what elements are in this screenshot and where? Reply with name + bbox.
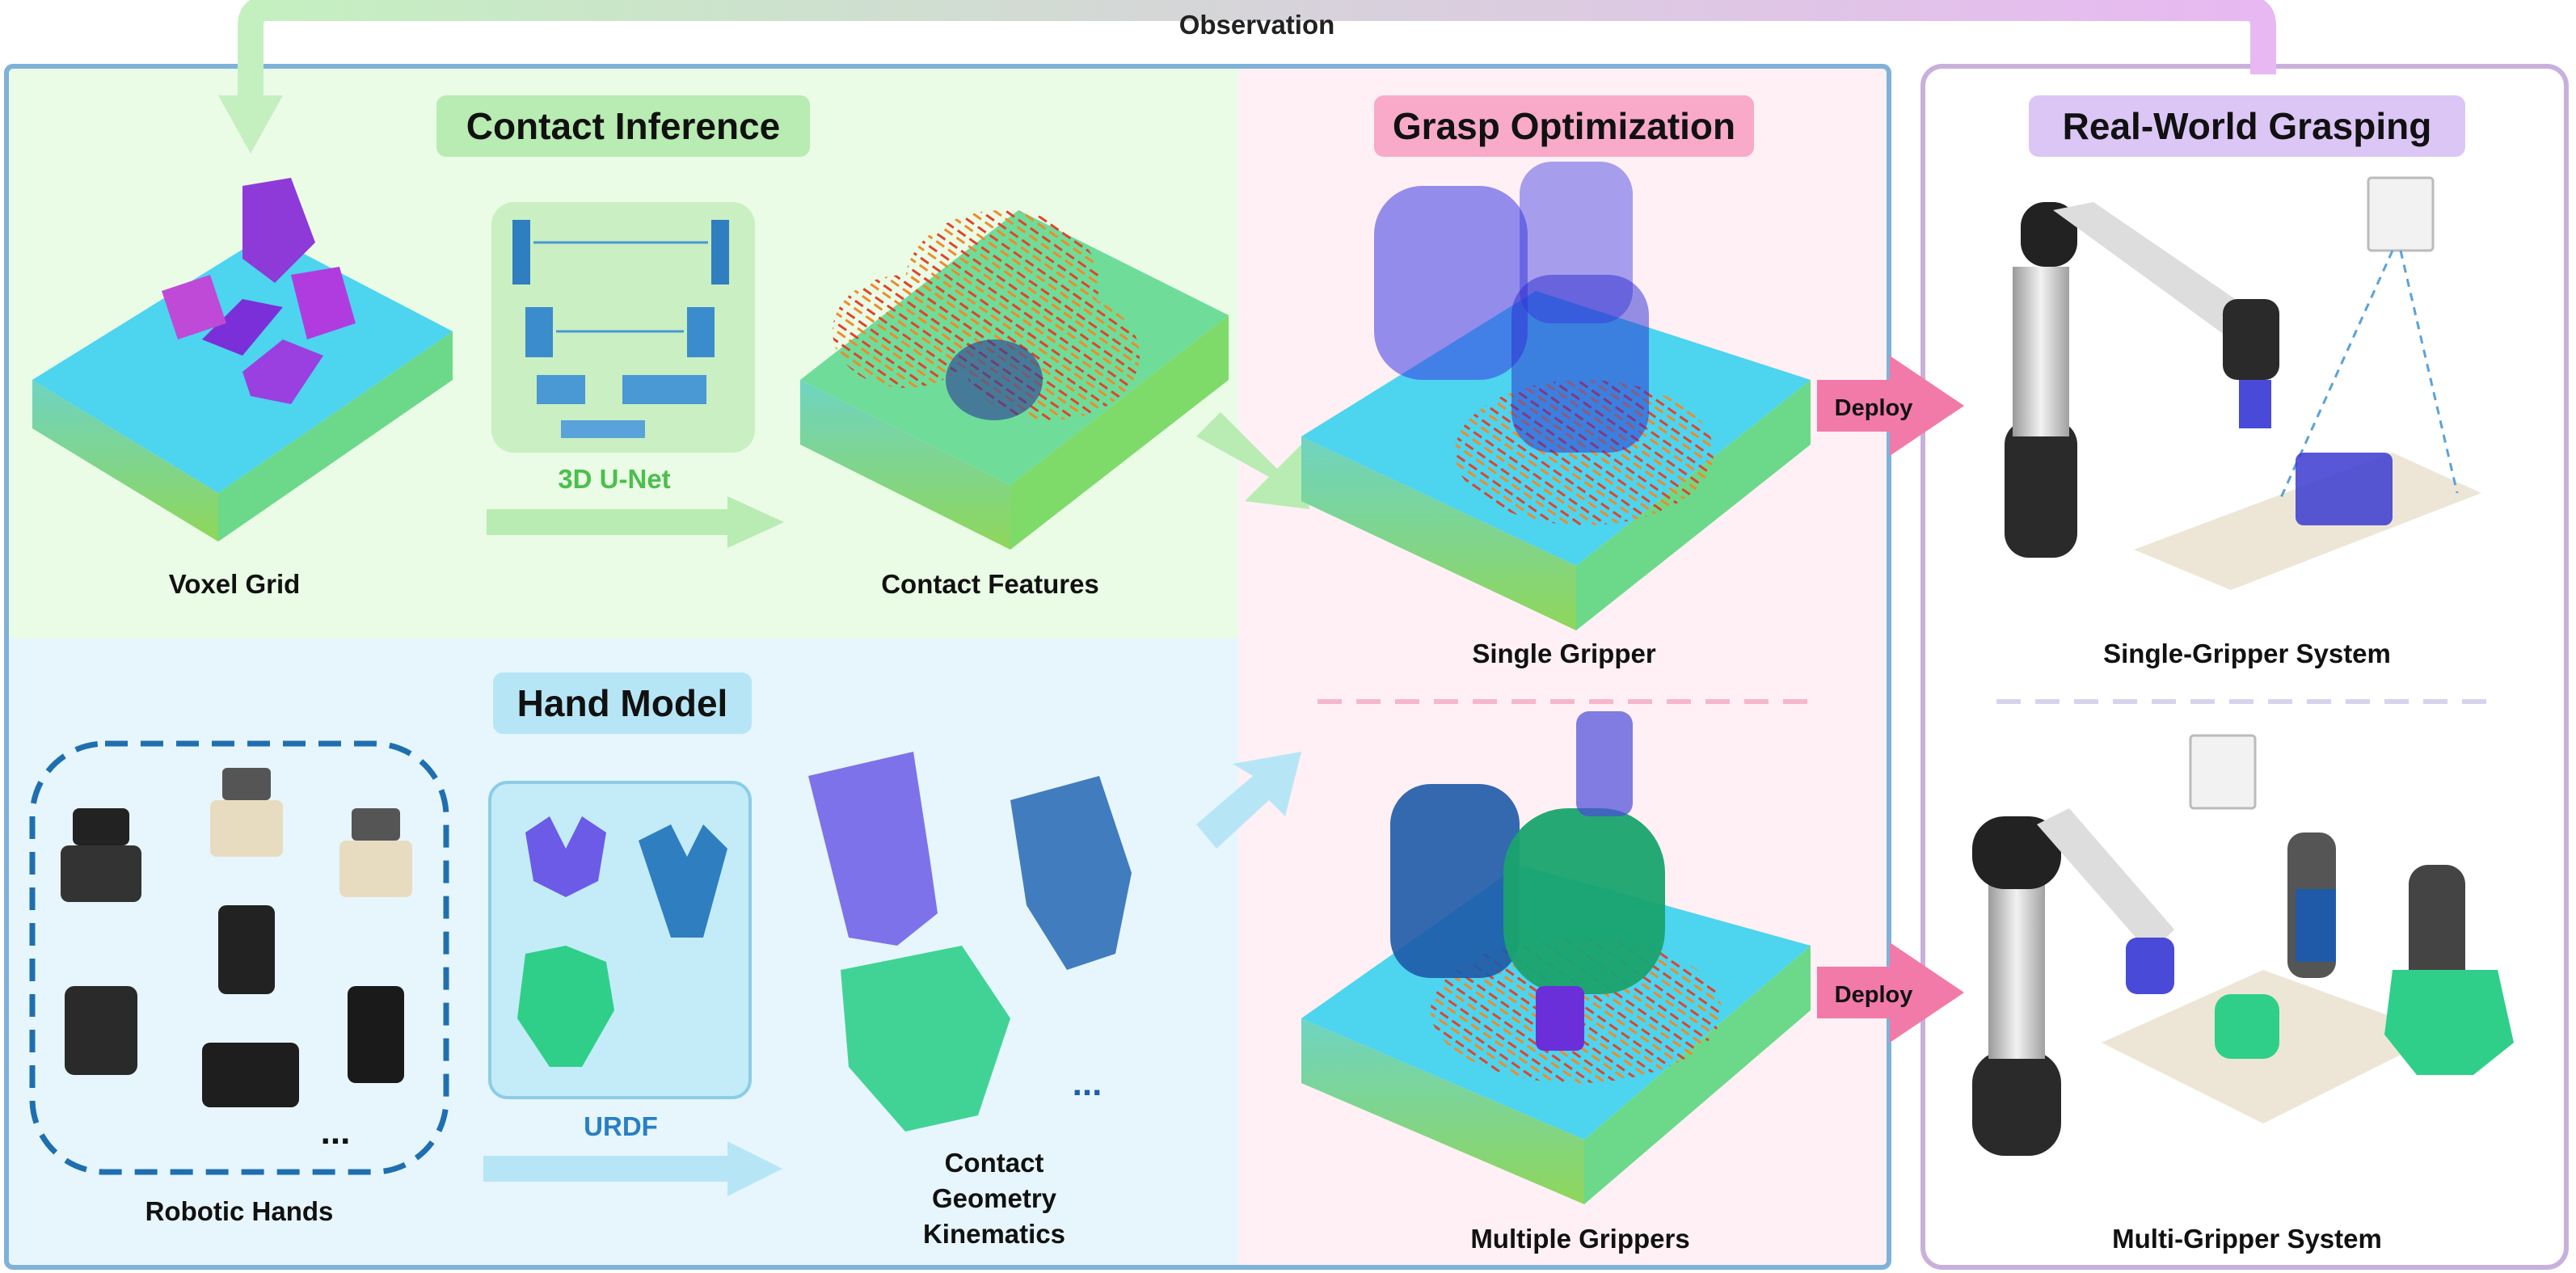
observation-arrow [218, 0, 2276, 154]
grasp-optimization-badge [1374, 95, 1754, 157]
contact-inference-title: Contact Inference [466, 105, 781, 147]
multi-gripper-system-label: Multi-Gripper System [2112, 1224, 2382, 1254]
urdf-models [488, 781, 752, 1099]
single-gripper-system-label: Single-Gripper System [2103, 639, 2391, 668]
unet-diagram [491, 202, 755, 453]
more-models-ellipsis: ... [1073, 1064, 1102, 1103]
deploy-arrow-top [1817, 356, 1964, 456]
contact-inference-badge [436, 95, 810, 157]
single-gripper-label: Single Gripper [1472, 639, 1656, 668]
grasp-optimization-title: Grasp Optimization [1393, 105, 1735, 147]
multiple-grippers-label: Multiple Grippers [1470, 1224, 1689, 1254]
multiple-grippers-scene [1301, 711, 1811, 1204]
pipeline-outer-border [4, 64, 1891, 1270]
deploy-label-top: Deploy [1835, 395, 1913, 421]
hand-flow-arrow [483, 1141, 782, 1196]
multi-gripper-system-image [1972, 734, 2514, 1156]
robotic-hands-image [61, 768, 412, 1107]
contact-features-label: Contact Features [881, 569, 1099, 599]
voxel-grid-image [32, 178, 453, 542]
contact-label-line-1: Contact [945, 1148, 1044, 1178]
hand-to-grasp-arrow [1196, 752, 1301, 849]
contact-label-line-3: Kinematics [923, 1219, 1065, 1249]
contact-label-line-2: Geometry [932, 1183, 1057, 1213]
deploy-arrow-bottom [1817, 942, 1964, 1043]
single-gripper-scene [1301, 162, 1811, 630]
single-gripper-system-image [2005, 176, 2481, 590]
robotic-hands-label: Robotic Hands [145, 1196, 334, 1226]
hand-model-title: Hand Model [517, 682, 728, 724]
observation-label: Observation [1179, 10, 1335, 40]
unet-label: 3D U-Net [558, 464, 670, 494]
deploy-label-bottom: Deploy [1835, 982, 1913, 1008]
contact-flow-arrow [487, 496, 784, 548]
contact-to-grasp-arrow [1196, 412, 1309, 509]
voxel-grid-label: Voxel Grid [169, 569, 301, 599]
hand-model-badge [493, 672, 752, 734]
contact-geometry-image [808, 752, 1132, 1132]
more-hands-ellipsis: ... [321, 1112, 351, 1152]
real-world-badge [2029, 95, 2465, 157]
urdf-label: URDF [584, 1111, 658, 1141]
contact-features-image [800, 210, 1229, 550]
real-world-title: Real-World Grasping [2063, 105, 2432, 147]
real-world-panel [1920, 64, 2569, 1270]
